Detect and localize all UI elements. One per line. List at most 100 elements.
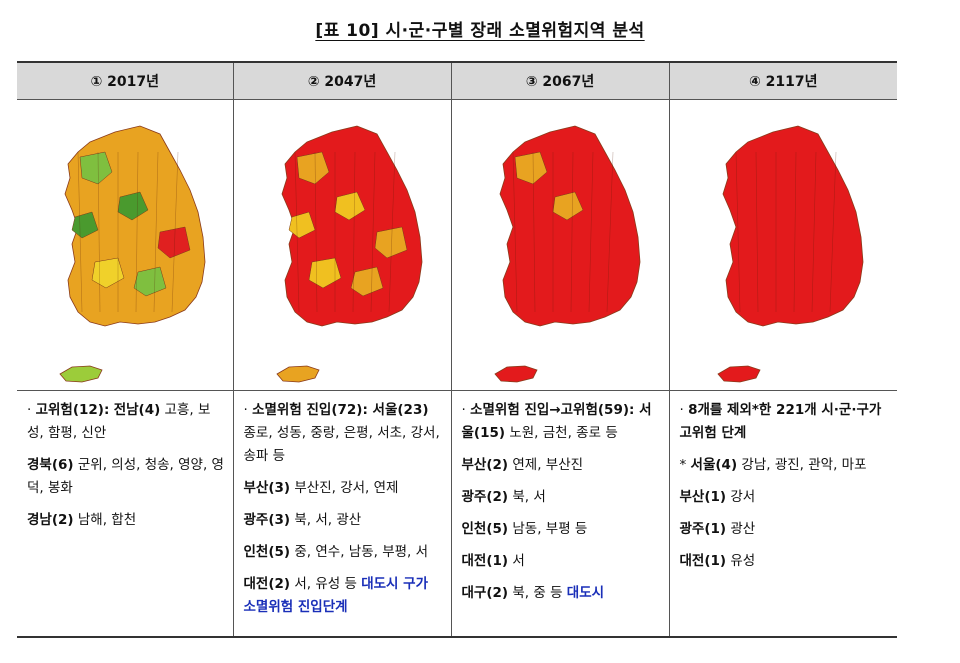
district-patch <box>514 151 548 185</box>
korea-map-2047 <box>276 125 423 383</box>
boundary-line <box>532 151 536 313</box>
region-label: 소멸위험 진입(72): 서울(23) <box>252 402 429 418</box>
district-list: 서, 유성 등 <box>290 576 362 592</box>
boundary-line <box>512 151 518 313</box>
district-list: 연제, 부산진 <box>508 457 584 473</box>
district-list: 부산진, 강서, 연제 <box>290 480 399 496</box>
boundary-line <box>388 151 396 313</box>
district-patch <box>71 211 99 239</box>
district-list: 유성 <box>726 553 756 569</box>
analysis-item: 경남(2) 남해, 합천 <box>27 509 225 532</box>
district-patch <box>91 257 125 289</box>
analysis-text-2047: · 소멸위험 진입(72): 서울(23) 종로, 성동, 중랑, 은평, 서초… <box>232 390 452 638</box>
korea-map-2017 <box>59 125 206 383</box>
boundary-line <box>811 151 817 313</box>
district-patch <box>552 191 584 221</box>
boundary-line <box>314 151 318 313</box>
district-list: 북, 서 <box>508 489 546 505</box>
region-label: 광주(1) <box>679 521 727 537</box>
region-label: 부산(2) <box>461 457 509 473</box>
district-patch <box>133 266 167 297</box>
column-header-2017: ① 2017년 <box>17 61 234 100</box>
region-label: 대전(1) <box>461 553 509 569</box>
boundary-line <box>829 151 837 313</box>
analysis-item: 대전(1) 유성 <box>680 550 890 573</box>
boundary-line <box>793 151 797 313</box>
analysis-item: 광주(3) 북, 서, 광산 <box>244 509 443 532</box>
analysis-item: 부산(3) 부산진, 강서, 연제 <box>244 477 443 500</box>
region-label: 대구(2) <box>461 585 509 601</box>
highlight-note: 대도시 구가 소멸위험 진입단계 <box>243 576 429 615</box>
district-list: 강서 <box>726 489 756 505</box>
region-label: 부산(3) <box>243 480 291 496</box>
district-list: 서 <box>508 553 525 569</box>
analysis-item: 인천(5) 중, 연수, 남동, 부평, 서 <box>244 541 443 564</box>
region-label: 부산(1) <box>679 489 727 505</box>
district-patch <box>334 191 366 221</box>
boundary-line <box>294 151 300 313</box>
analysis-item: 부산(1) 강서 <box>680 486 890 509</box>
map-row <box>17 99 897 391</box>
boundary-line <box>588 151 594 313</box>
analysis-item: · 소멸위험 진입(72): 서울(23) 종로, 성동, 중랑, 은평, 서초… <box>244 399 443 468</box>
jeju-island <box>276 365 320 383</box>
region-label: 전남(4) <box>113 402 161 418</box>
analysis-item: · 소멸위험 진입→고위험(59): 서울(15) 노원, 금천, 종로 등 <box>462 399 661 445</box>
region-label: 8개를 제외*한 221개 시·군·구가 고위험 단계 <box>679 402 882 441</box>
boundary-line <box>352 151 356 313</box>
map-cell-2017 <box>17 99 234 391</box>
table-title: [표 10] 시·군·구별 장래 소멸위험지역 분석 <box>315 21 645 41</box>
boundary-line <box>171 151 179 313</box>
jeju-island <box>59 365 103 383</box>
district-list: 고흥, 보성, 함평, 신안 <box>27 402 211 441</box>
district-patch <box>296 151 330 185</box>
district-patch <box>308 257 342 289</box>
boundary-line <box>735 151 741 313</box>
map-cell-2047 <box>232 99 452 391</box>
boundary-line <box>77 151 83 313</box>
mainland-region <box>722 125 864 327</box>
analysis-text-2017: · 고위험(12): 전남(4) 고흥, 보성, 함평, 신안 경북(6) 군위,… <box>17 390 234 638</box>
district-patch <box>79 151 113 185</box>
column-header-2067: ③ 2067년 <box>450 61 670 100</box>
boundary-line <box>135 151 139 313</box>
district-patch <box>288 211 316 239</box>
map-cell-2067 <box>450 99 670 391</box>
analysis-item: 대전(1) 서 <box>462 550 661 573</box>
bullet: · <box>461 402 466 418</box>
analysis-item: 경북(6) 군위, 의성, 청송, 영양, 영덕, 봉화 <box>27 454 225 500</box>
boundary-line <box>97 151 101 313</box>
district-patch <box>350 266 384 297</box>
jeju-island <box>717 365 761 383</box>
district-list: 종로, 성동, 중랑, 은평, 서초, 강서, 송파 등 <box>243 425 440 464</box>
district-list: 광산 <box>726 521 756 537</box>
analysis-text-2117: · 8개를 제외*한 221개 시·군·구가 고위험 단계 * 서울(4) 강남,… <box>668 390 897 638</box>
district-list: 강남, 광진, 관악, 마포 <box>737 457 867 473</box>
region-label: 서울(4) <box>690 457 738 473</box>
bullet: · <box>243 402 248 418</box>
analysis-item: · 8개를 제외*한 221개 시·군·구가 고위험 단계 <box>680 399 890 445</box>
jeju-island <box>494 365 538 383</box>
highlight-note: 대도시 <box>566 585 605 601</box>
analysis-item: 인천(5) 남동, 부평 등 <box>462 518 661 541</box>
region-label: 대전(2) <box>243 576 291 592</box>
region-label: 고위험(12): <box>35 402 110 418</box>
bullet: * <box>679 457 687 473</box>
analysis-item: 부산(2) 연제, 부산진 <box>462 454 661 477</box>
district-list: 남해, 합천 <box>73 512 137 528</box>
korea-map-2067 <box>494 125 641 383</box>
district-patch <box>157 226 191 259</box>
district-list: 북, 중 등 <box>508 585 567 601</box>
boundary-line <box>570 151 574 313</box>
region-label: 소멸위험 진입→고위험(59): 서울(15) <box>461 402 652 441</box>
district-list: 남동, 부평 등 <box>508 521 588 537</box>
district-list: 노원, 금천, 종로 등 <box>505 425 618 441</box>
region-label: 인천(5) <box>461 521 509 537</box>
analysis-item: * 서울(4) 강남, 광진, 관악, 마포 <box>680 454 890 477</box>
region-label: 경북(6) <box>27 457 74 473</box>
district-patch <box>117 191 149 221</box>
boundary-line <box>370 151 376 313</box>
analysis-item: 광주(2) 북, 서 <box>462 486 661 509</box>
region-label: 대전(1) <box>679 553 727 569</box>
